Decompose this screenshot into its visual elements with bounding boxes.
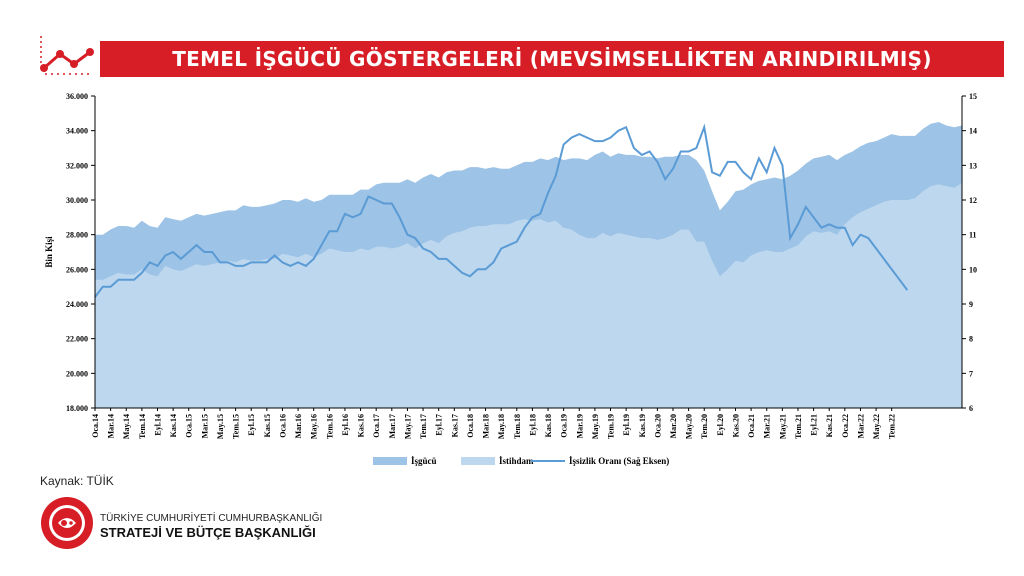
title-banner: TEMEL İŞGÜCÜ GÖSTERGELERİ (MEVSİMSELLİKT… [100,41,1004,77]
y2-tick-label: 9 [969,300,973,309]
trend-chart-icon [40,36,94,75]
x-tick-label: Kas.17 [450,414,459,437]
x-tick-label: Oca.22 [841,414,850,438]
x-tick-label: Mar.14 [107,414,116,438]
x-tick-label: Mar.22 [856,414,865,438]
x-tick-label: Tem.17 [419,414,428,439]
y2-tick-label: 8 [969,335,973,344]
y-tick-label: 28.000 [66,231,88,240]
x-tick-label: Oca.20 [653,414,662,438]
series-unemployment-line [94,123,909,298]
y2-tick-label: 6 [969,404,973,413]
y-tick-label: 34.000 [66,127,88,136]
presidency-seal-icon [41,497,93,549]
x-tick-label: Eyl.21 [810,414,819,436]
y-tick-label: 32.000 [66,161,88,170]
y-tick-label: 18.000 [66,404,88,413]
x-tick-label: Mar.16 [294,414,303,438]
y2-tick-label: 15 [969,92,977,101]
x-tick-label: May.14 [122,414,131,439]
y2-tick-label: 7 [969,369,973,378]
x-tick-label: Oca.21 [747,414,756,438]
x-tick-label: Eyl.14 [153,414,162,436]
x-tick-label: Eyl.17 [435,414,444,436]
x-tick-label: Tem.18 [513,414,522,439]
x-tick-label: Mar.21 [763,414,772,438]
legend-swatch-employment [461,457,495,465]
x-tick-label: Kas.21 [825,414,834,437]
y-tick-label: 24.000 [66,300,88,309]
x-tick-label: Tem.15 [232,414,241,439]
y-tick-label: 36.000 [66,92,88,101]
y-tick-label: 30.000 [66,196,88,205]
legend-label-employment: İstihdam [499,456,534,466]
x-tick-label: May.15 [216,414,225,439]
x-tick-label: Kas.14 [169,414,178,437]
x-tick-label: May.22 [872,414,881,439]
x-tick-label: Mar.15 [200,414,209,438]
x-tick-label: Eyl.16 [341,414,350,436]
x-tick-label: May.19 [591,414,600,439]
x-tick-label: Tem.20 [700,414,709,439]
y2-tick-label: 13 [969,161,977,170]
y-axis-label: Bin Kişi [44,236,54,268]
x-tick-label: May.20 [685,414,694,439]
x-tick-label: Oca.17 [372,414,381,438]
x-tick-label: Kas.20 [731,414,740,437]
x-tick-label: May.16 [310,414,319,439]
x-tick-label: Oca.15 [185,414,194,438]
x-tick-label: Kas.18 [544,414,553,437]
x-tick-label: Oca.14 [91,414,100,438]
x-tick-label: Kas.16 [357,414,366,437]
x-tick-label: Kas.19 [638,414,647,437]
x-tick-label: Tem.19 [607,414,616,439]
legend-swatch-labor-force [373,457,407,465]
footer-line-2: STRATEJİ VE BÜTÇE BAŞKANLIĞI [100,525,316,540]
x-tick-label: Tem.14 [138,414,147,439]
x-tick-label: Eyl.20 [716,414,725,436]
x-tick-label: Mar.20 [669,414,678,438]
x-tick-label: Eyl.19 [622,414,631,436]
x-tick-label: Kas.15 [263,414,272,437]
y-tick-label: 22.000 [66,335,88,344]
legend-label-unemployment: İşsizlik Oranı (Sağ Eksen) [569,456,669,466]
legend-label-labor-force: İşgücü [411,456,437,466]
x-tick-label: May.21 [778,414,787,439]
x-tick-label: Tem.22 [888,414,897,439]
series-employment-area [95,182,962,408]
x-tick-label: Mar.19 [575,414,584,438]
x-tick-label: Mar.17 [388,414,397,438]
x-tick-label: May.17 [403,414,412,439]
x-tick-label: Tem.16 [325,414,334,439]
y2-tick-label: 10 [969,265,977,274]
y2-tick-label: 11 [969,231,977,240]
footer-organization: TÜRKİYE CUMHURİYETİ CUMHURBAŞKANLIĞI STR… [100,513,322,540]
y2-tick-label: 14 [969,127,977,136]
y-tick-label: 26.000 [66,265,88,274]
x-tick-label: Oca.18 [466,414,475,438]
source-note: Kaynak: TÜİK [40,474,114,488]
x-tick-label: May.18 [497,414,506,439]
y-tick-label: 20.000 [66,369,88,378]
x-tick-label: Oca.16 [278,414,287,438]
footer-line-1: TÜRKİYE CUMHURİYETİ CUMHURBAŞKANLIĞI [100,513,323,524]
x-tick-label: Eyl.18 [528,414,537,436]
x-tick-label: Mar.18 [482,414,491,438]
x-tick-label: Eyl.15 [247,414,256,436]
page-title: TEMEL İŞGÜCÜ GÖSTERGELERİ (MEVSİMSELLİKT… [172,47,932,71]
y2-tick-label: 12 [969,196,977,205]
x-tick-label: Oca.19 [560,414,569,438]
x-tick-label: Tem.21 [794,414,803,439]
